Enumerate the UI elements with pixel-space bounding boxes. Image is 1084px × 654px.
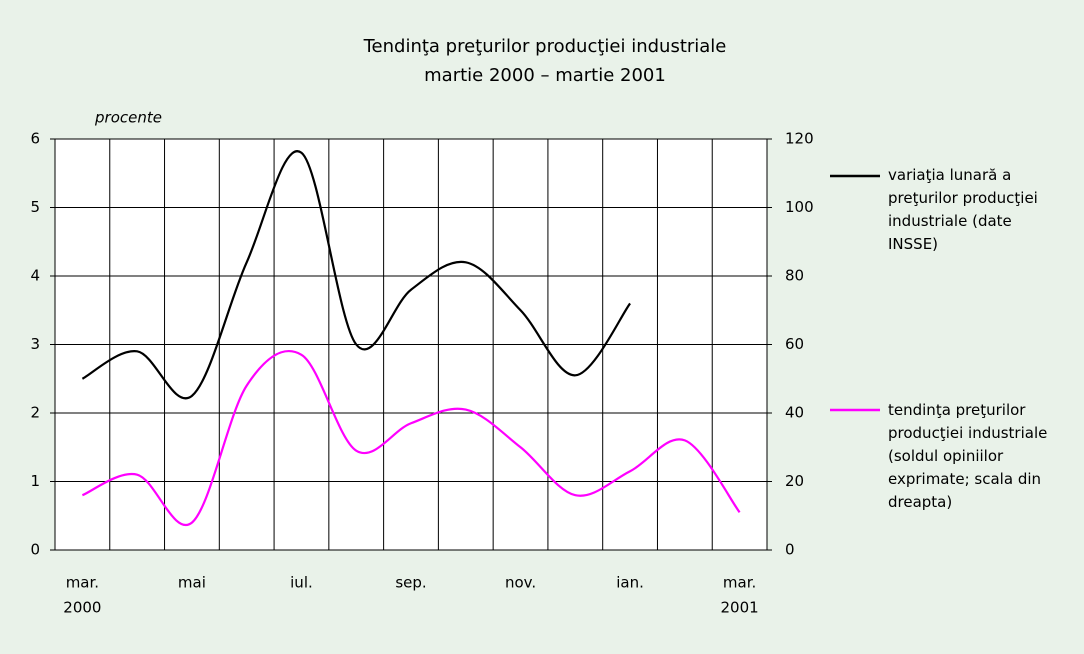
x-tick-label: ian. — [616, 574, 644, 592]
x-tick-sublabel: 2000 — [63, 599, 101, 617]
data-line — [81, 349, 741, 527]
x-tick-label: mar. — [723, 574, 756, 592]
y2-tick-label: 40 — [785, 404, 804, 422]
y-tick-label: 1 — [30, 472, 40, 490]
x-tick-label: sep. — [395, 574, 426, 592]
y-axis-label: procente — [94, 109, 162, 127]
y2-tick-label: 0 — [785, 541, 795, 559]
chart-subtitle: martie 2000 – martie 2001 — [424, 65, 666, 86]
x-tick-label: mai — [178, 574, 206, 592]
y2-tick-label: 60 — [785, 335, 804, 353]
y2-tick-label: 80 — [785, 267, 804, 285]
x-tick-label: nov. — [505, 574, 536, 592]
y-tick-label: 5 — [30, 198, 40, 216]
plot-border — [54, 138, 768, 551]
y-tick-label: 4 — [30, 267, 40, 285]
x-tick-label: mar. — [66, 574, 99, 592]
y2-tick-label: 100 — [785, 198, 814, 216]
legend-label: variaţia lunară a preţurilor producţiei … — [888, 166, 1038, 253]
chart-title: Tendinţa preţurilor producţiei industria… — [363, 36, 727, 57]
legend-label: tendinţa preţurilor producţiei industria… — [888, 401, 1048, 511]
y-tick-label: 6 — [30, 130, 40, 148]
y2-tick-label: 20 — [785, 472, 804, 490]
x-tick-label: iul. — [290, 574, 313, 592]
y-tick-label: 2 — [30, 404, 40, 422]
y2-tick-label: 120 — [785, 130, 814, 148]
y-tick-label: 0 — [30, 541, 40, 559]
y-tick-label: 3 — [30, 335, 40, 353]
data-line — [81, 150, 631, 400]
x-tick-sublabel: 2001 — [721, 599, 759, 617]
